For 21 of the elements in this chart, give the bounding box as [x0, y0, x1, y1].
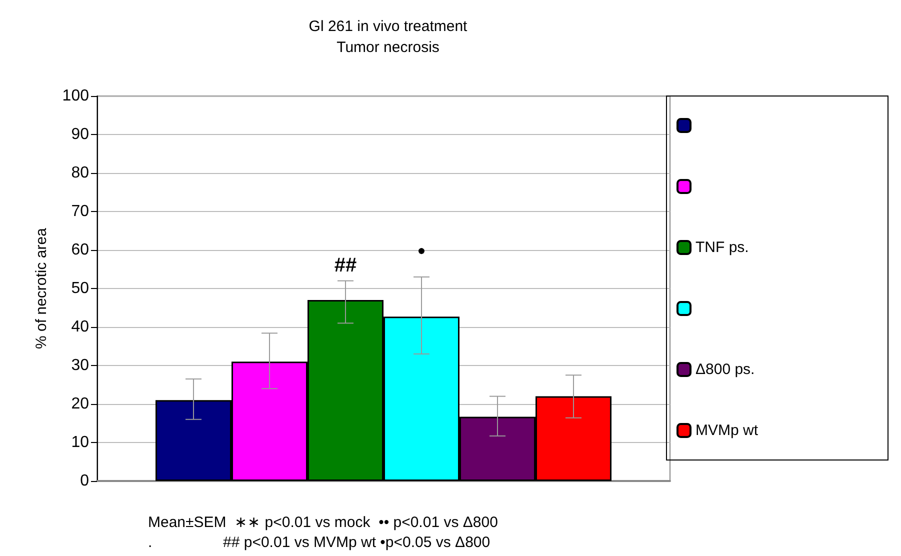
y-tick-label: 20 — [71, 396, 90, 412]
y-tick-label: 60 — [71, 242, 90, 258]
y-axis-title: % of necrotic area — [33, 227, 50, 349]
legend-label: MVMp wt — [695, 422, 759, 439]
annotation: ● — [417, 242, 426, 258]
legend-label: Δ800 ps. — [695, 361, 755, 378]
y-tick-label: 100 — [62, 88, 90, 104]
annotation: ## — [334, 254, 357, 276]
chart-subtitle: Tumor necrosis — [336, 39, 440, 56]
y-tick-label: 30 — [71, 357, 90, 374]
legend-label: TNF ps. — [695, 239, 749, 256]
y-tick-label: 40 — [71, 318, 90, 336]
y-tick-label: 80 — [71, 164, 90, 182]
y-tick-label: 10 — [71, 434, 90, 451]
text: Mean±SEM ∗∗ p<0.01 vs mock •• p<0.01 vs Δ800 — [148, 514, 498, 531]
y-tick-label: 0 — [80, 472, 90, 490]
text: . ## p<0.01 vs MVMp wt •p<0.05 vs Δ800 — [148, 534, 490, 551]
y-tick-label: 50 — [71, 280, 90, 297]
y-tick-label: 90 — [71, 126, 90, 143]
y-tick-label: 70 — [71, 203, 90, 220]
chart-title: Gl 261 in vivo treatment — [308, 18, 468, 35]
